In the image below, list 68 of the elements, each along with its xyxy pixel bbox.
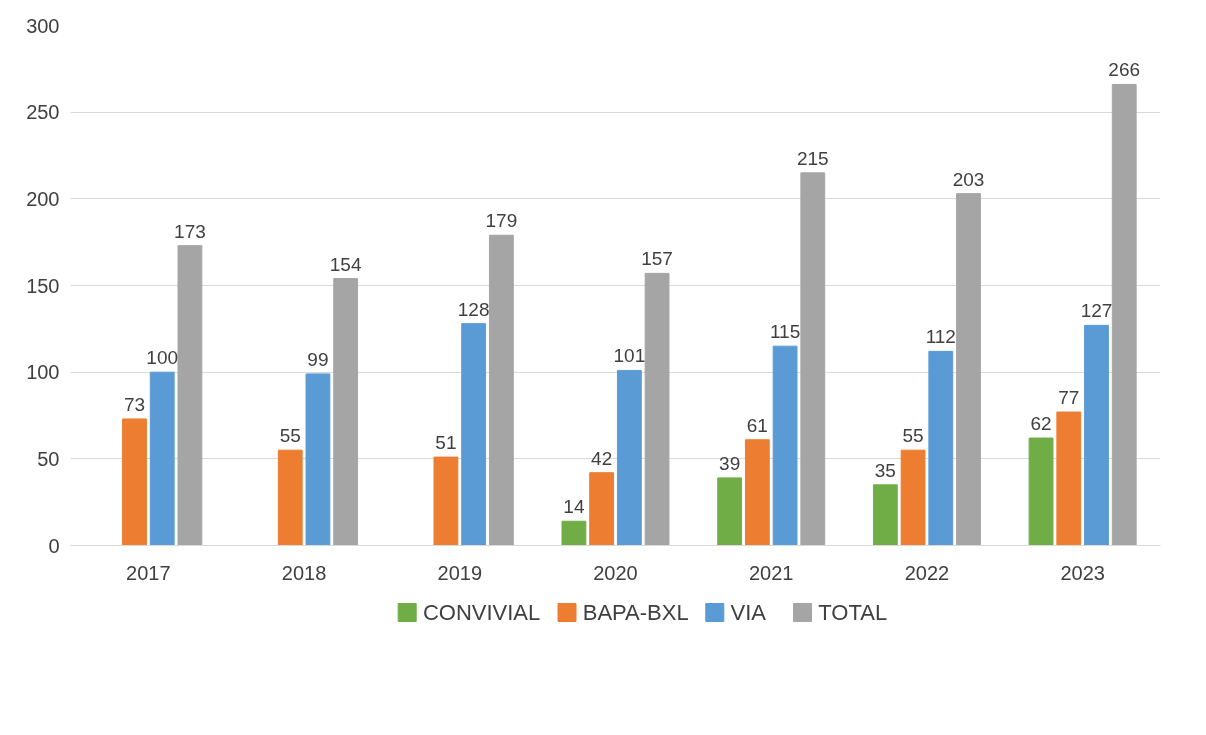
data-label: 62 <box>1030 413 1052 435</box>
bar <box>589 472 615 546</box>
data-label: 128 <box>457 298 490 320</box>
y-tick-label: 150 <box>26 274 60 297</box>
data-label: 55 <box>902 425 924 447</box>
bar <box>1056 411 1082 546</box>
data-label: 154 <box>329 253 362 275</box>
bar <box>1084 324 1109 546</box>
bar <box>956 193 981 546</box>
y-tick-label: 250 <box>26 101 60 124</box>
bar <box>1028 437 1054 546</box>
data-label: 112 <box>925 326 956 348</box>
bar <box>744 439 770 546</box>
bar <box>461 323 487 546</box>
bar <box>122 418 147 546</box>
x-tick-label: 2020 <box>593 561 638 584</box>
bar <box>800 172 826 546</box>
data-label: 55 <box>279 425 301 447</box>
data-label: 100 <box>146 347 179 369</box>
bar <box>488 234 514 546</box>
data-label: 179 <box>485 210 518 232</box>
bar <box>433 456 459 546</box>
data-label: 173 <box>174 220 206 242</box>
x-tick-label: 2023 <box>1060 561 1105 584</box>
data-label: 39 <box>719 452 741 474</box>
x-tick-label: 2022 <box>904 561 950 584</box>
bar <box>772 345 798 546</box>
x-tick-label: 2019 <box>437 561 483 584</box>
bar <box>900 449 926 546</box>
data-label: 77 <box>1058 387 1080 409</box>
data-label: 42 <box>591 447 613 469</box>
bar <box>561 520 587 546</box>
bar <box>717 477 743 546</box>
legend-label: VIA <box>730 600 767 625</box>
bar <box>928 350 954 546</box>
y-tick-label: 300 <box>26 14 60 37</box>
legend-label: BAPA-BXL <box>582 600 689 625</box>
data-label: 61 <box>746 414 768 436</box>
bar <box>333 278 359 546</box>
data-label: 127 <box>1080 300 1113 322</box>
bar <box>149 371 175 546</box>
legend-label: TOTAL <box>818 600 888 625</box>
y-tick-label: 200 <box>26 187 60 210</box>
data-label: 35 <box>874 459 896 481</box>
x-tick-label: 2017 <box>126 561 171 584</box>
bar <box>277 449 303 546</box>
bar <box>616 369 642 546</box>
legend-label: CONVIVIAL <box>422 600 541 625</box>
data-label: 115 <box>769 321 801 343</box>
x-tick-label: 2018 <box>281 561 327 584</box>
data-label: 266 <box>1108 59 1141 81</box>
data-label: 99 <box>307 348 329 370</box>
bar <box>177 245 203 546</box>
data-label: 101 <box>613 345 646 367</box>
data-label: 14 <box>563 496 585 518</box>
data-label: 203 <box>952 168 985 190</box>
bar <box>644 272 670 546</box>
y-tick-label: 0 <box>48 534 60 557</box>
x-tick-label: 2021 <box>748 561 794 584</box>
y-tick-label: 100 <box>26 361 60 384</box>
data-label: 73 <box>123 393 146 415</box>
bar <box>305 373 331 546</box>
data-label: 157 <box>641 248 673 270</box>
data-label: 215 <box>796 147 829 169</box>
bar <box>872 484 898 546</box>
y-tick-label: 50 <box>37 447 60 470</box>
data-label: 51 <box>435 432 457 454</box>
bar <box>1111 83 1137 546</box>
